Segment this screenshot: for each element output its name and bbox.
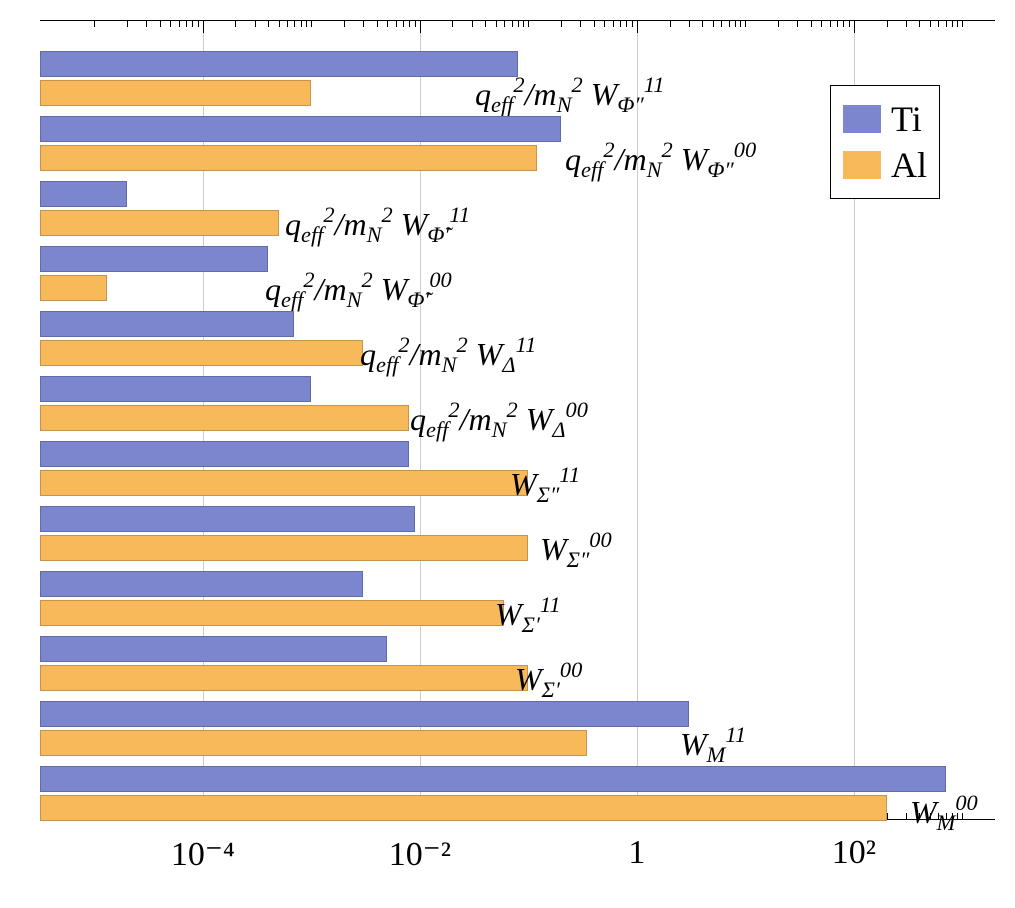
bar-al [40, 665, 528, 691]
chart-container: qeff2/mN2 WΦ″11 qeff2/mN2 WΦ″00 qeff2/mN2 … [0, 0, 1015, 908]
bar-al [40, 80, 311, 106]
x-tick-label: 10⁻² [389, 834, 451, 874]
legend-label: Al [891, 144, 927, 186]
bar-al [40, 145, 537, 171]
bar-ti [40, 246, 268, 272]
legend: TiAl [830, 85, 940, 199]
row-label: qeff2/mN2 WΦ̃′00 [265, 271, 452, 308]
bar-al [40, 795, 887, 821]
legend-item: Al [843, 144, 927, 186]
row-label: WΣ′11 [495, 596, 561, 633]
bar-al [40, 210, 279, 236]
legend-swatch [843, 151, 881, 179]
bar-al [40, 275, 107, 301]
bar-ti [40, 376, 311, 402]
row-label: WΣ″00 [540, 531, 612, 568]
bar-ti [40, 766, 946, 792]
bar-ti [40, 51, 518, 77]
bar-ti [40, 181, 127, 207]
bar-ti [40, 116, 561, 142]
x-tick-label: 10² [832, 834, 876, 872]
bar-al [40, 535, 528, 561]
bar-al [40, 340, 363, 366]
bar-ti [40, 571, 363, 597]
legend-swatch [843, 105, 881, 133]
bar-ti [40, 506, 415, 532]
row-label: qeff2/mN2 WΔ11 [360, 336, 536, 373]
bar-al [40, 600, 504, 626]
row-label: WΣ″11 [510, 466, 580, 503]
bar-al [40, 730, 587, 756]
bar-ti [40, 441, 409, 467]
bar-al [40, 405, 409, 431]
bar-ti [40, 311, 294, 337]
row-label: WΣ′00 [515, 661, 582, 698]
row-label: qeff2/mN2 WΔ00 [410, 401, 588, 438]
row-label: qeff2/mN2 WΦ″00 [565, 141, 756, 178]
row-label: qeff2/mN2 WΦ̃′11 [285, 206, 470, 243]
bar-ti [40, 636, 387, 662]
legend-label: Ti [891, 98, 922, 140]
row-label: WM11 [680, 726, 746, 763]
bar-ti [40, 701, 689, 727]
row-label: qeff2/mN2 WΦ″11 [475, 76, 665, 113]
row-label: WM00 [910, 794, 978, 831]
bar-al [40, 470, 528, 496]
x-tick-label: 10⁻⁴ [171, 834, 235, 874]
legend-item: Ti [843, 98, 927, 140]
x-tick-label: 1 [628, 834, 645, 872]
